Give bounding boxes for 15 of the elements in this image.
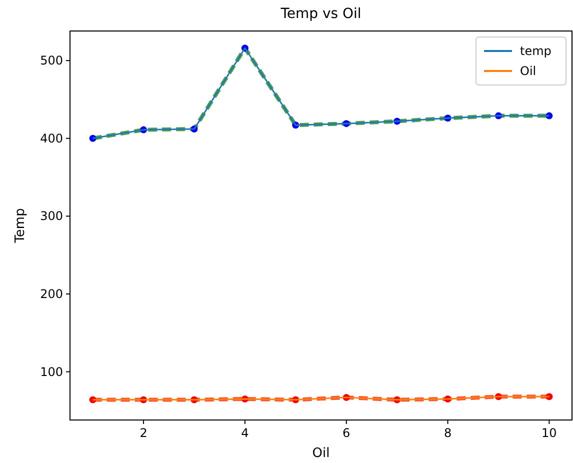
y-tick-label: 100 [40,364,63,379]
x-tick-label: 6 [342,426,350,440]
x-tick-label: 4 [241,426,249,440]
x-tick-label: 2 [140,426,148,440]
y-tick-label: 400 [40,131,63,146]
x-tick-label: 10 [542,426,557,440]
y-axis-title: Temp [13,208,28,244]
chart-title: Temp vs Oil [280,6,362,22]
legend-label: Oil [520,64,536,78]
y-tick-label: 200 [40,286,63,301]
x-tick-label: 8 [444,426,452,440]
x-axis-title: Oil [312,446,330,461]
legend-label: temp [520,44,552,58]
y-tick-label: 300 [40,209,63,224]
y-tick-label: 500 [40,54,63,68]
